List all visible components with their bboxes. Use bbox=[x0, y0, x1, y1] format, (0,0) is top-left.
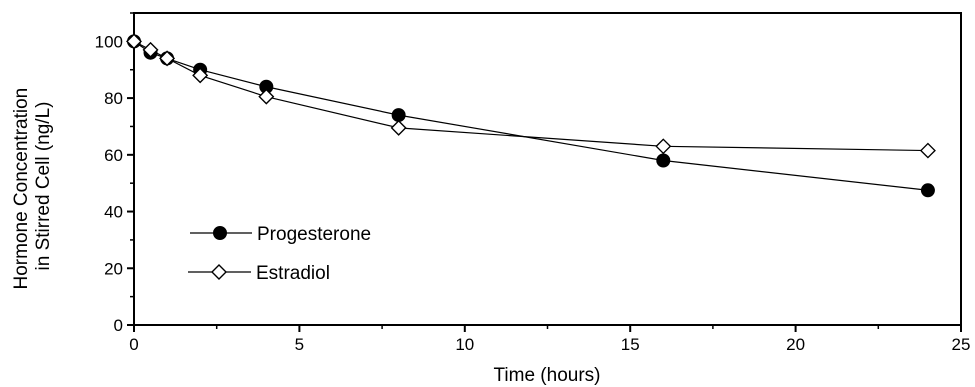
legend-marker-progesterone bbox=[213, 226, 227, 240]
y-axis-title: Hormone Concentration in Stirred Cell (n… bbox=[11, 83, 54, 290]
series-line-estradiol bbox=[133, 40, 928, 152]
legend-marker-estradiol bbox=[211, 264, 227, 280]
y-axis-title-line-2: in Stirred Cell (ng/L) bbox=[33, 102, 54, 271]
data-point-progesterone bbox=[656, 153, 671, 168]
y-tick-label: 80 bbox=[104, 89, 123, 108]
x-tick-label: 25 bbox=[952, 335, 971, 354]
y-tick-label: 20 bbox=[104, 259, 123, 278]
series-line-progesterone bbox=[133, 40, 928, 191]
y-tick-label: 60 bbox=[104, 146, 123, 165]
data-point-estradiol bbox=[919, 142, 936, 159]
legend-label-estradiol: Estradiol bbox=[256, 263, 330, 284]
x-tick-label: 20 bbox=[786, 335, 805, 354]
data-point-estradiol bbox=[192, 67, 209, 84]
y-tick-label: 100 bbox=[95, 32, 123, 51]
x-tick-label: 0 bbox=[129, 335, 138, 354]
x-axis-title: Time (hours) bbox=[494, 365, 601, 386]
y-axis-title-line-1: Hormone Concentration bbox=[11, 88, 32, 290]
axes: 0 5 10 15 20 25 0 20 40 60 80 100 bbox=[95, 12, 971, 354]
data-point-estradiol bbox=[258, 88, 275, 105]
legend: Progesterone Estradiol bbox=[188, 224, 371, 284]
data-point-progesterone bbox=[391, 108, 406, 123]
y-tick-label: 0 bbox=[114, 316, 123, 335]
legend-label-progesterone: Progesterone bbox=[257, 224, 371, 245]
data-point-estradiol bbox=[126, 33, 142, 50]
x-tick-label: 10 bbox=[455, 335, 474, 354]
data-point-estradiol bbox=[390, 119, 407, 136]
data-point-progesterone bbox=[920, 183, 935, 198]
x-tick-label: 15 bbox=[621, 335, 640, 354]
data-point-estradiol bbox=[655, 138, 672, 155]
x-tick-label: 5 bbox=[295, 335, 304, 354]
data-point-estradiol bbox=[142, 41, 159, 58]
y-tick-label: 40 bbox=[104, 203, 123, 222]
data-point-estradiol bbox=[159, 50, 176, 67]
series-layer bbox=[126, 33, 936, 198]
